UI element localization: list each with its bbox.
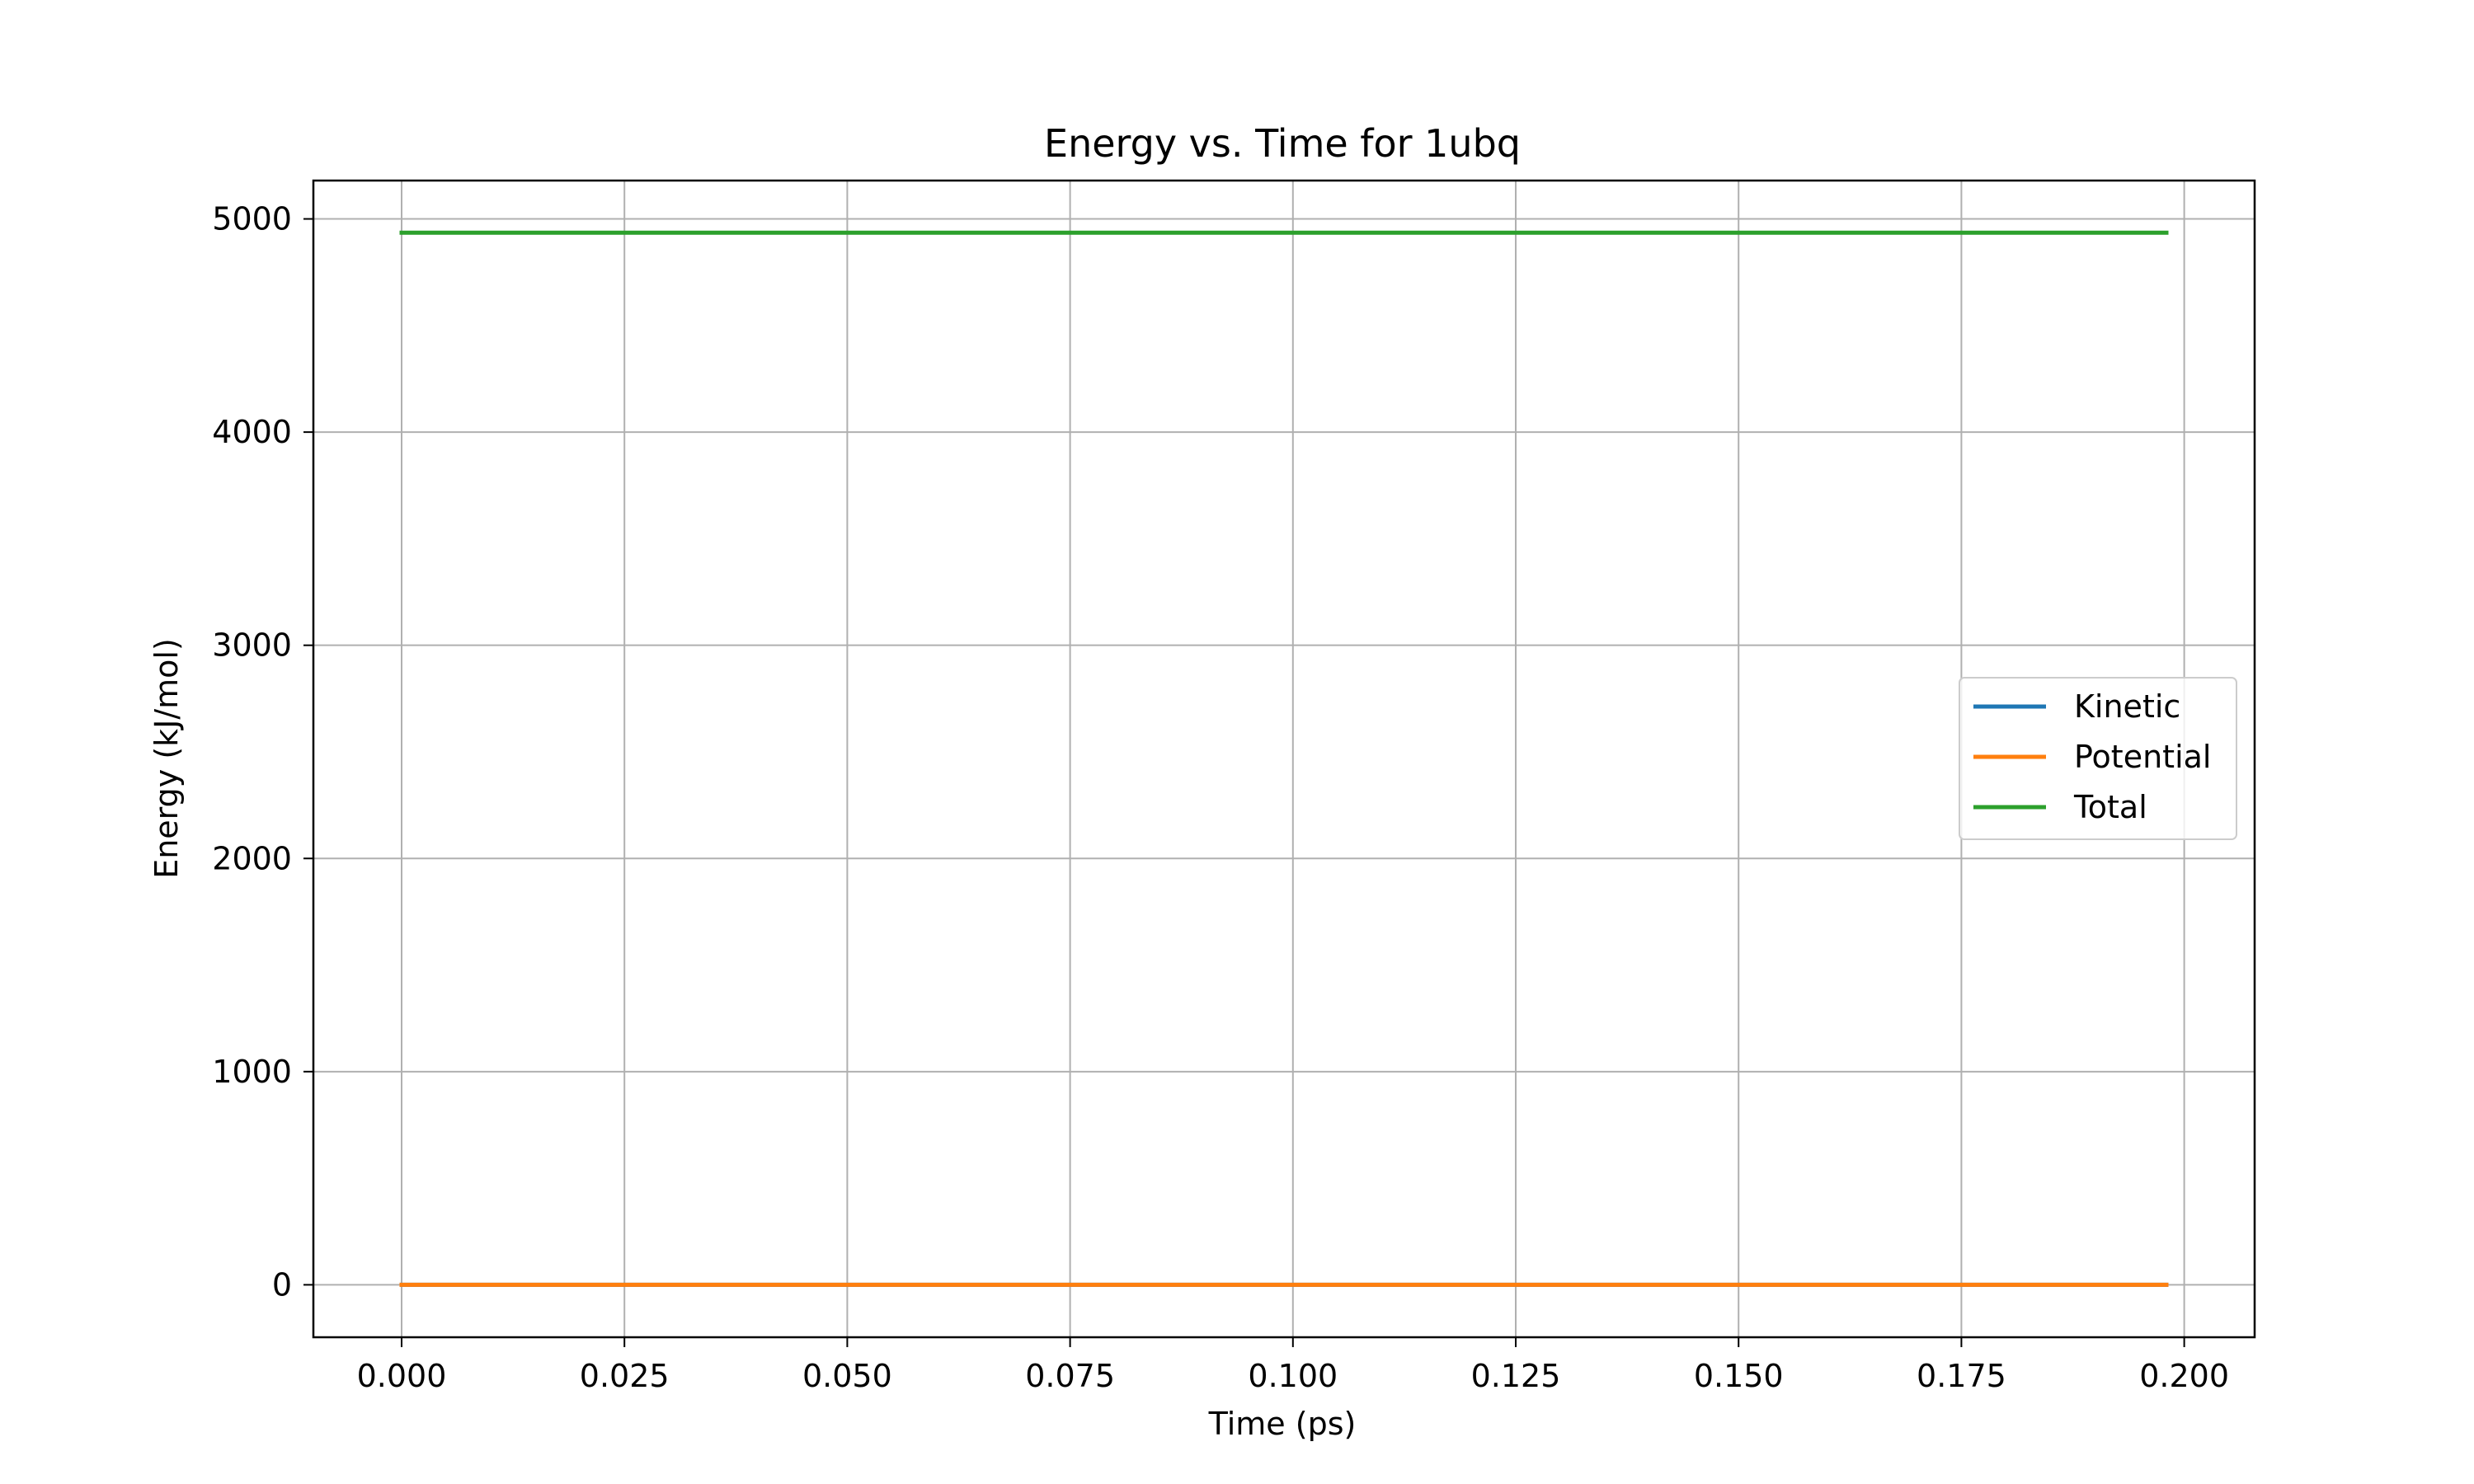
x-tick-label: 0.200: [2139, 1358, 2229, 1394]
legend-label-potential: Potential: [2074, 739, 2211, 775]
x-axis-ticks: 0.000 0.025 0.050 0.075 0.100 0.125 0.150 0.175…: [357, 1337, 2229, 1394]
y-tick-label: 3000: [212, 627, 292, 664]
x-tick-label: 0.075: [1025, 1358, 1115, 1394]
x-tick-label: 0.050: [802, 1358, 892, 1394]
legend-label-kinetic: Kinetic: [2074, 688, 2180, 725]
y-tick-label: 1000: [212, 1054, 292, 1090]
x-tick-label: 0.000: [357, 1358, 447, 1394]
plot-frame: [312, 179, 2256, 1339]
x-axis-label: Time (ps): [1208, 1406, 1357, 1442]
legend: Kinetic Potential Total: [1959, 677, 2237, 840]
y-axis-label: Energy (kJ/mol): [148, 638, 185, 879]
x-tick-label: 0.025: [580, 1358, 670, 1394]
x-tick-label: 0.175: [1917, 1358, 2006, 1394]
chart-title: Energy vs. Time for 1ubq: [1044, 121, 1521, 166]
x-tick-label: 0.150: [1694, 1358, 1784, 1394]
series-lines: [399, 230, 2169, 1287]
y-tick-label: 5000: [212, 201, 292, 237]
legend-label-total: Total: [2073, 789, 2147, 825]
x-tick-label: 0.125: [1471, 1358, 1561, 1394]
legend-box: [1959, 677, 2237, 840]
y-axis-ticks: 0 1000 2000 3000 4000 5000: [212, 201, 313, 1303]
y-tick-label: 0: [272, 1266, 292, 1303]
y-tick-label: 2000: [212, 840, 292, 876]
y-tick-label: 4000: [212, 414, 292, 450]
x-tick-label: 0.100: [1248, 1358, 1338, 1394]
